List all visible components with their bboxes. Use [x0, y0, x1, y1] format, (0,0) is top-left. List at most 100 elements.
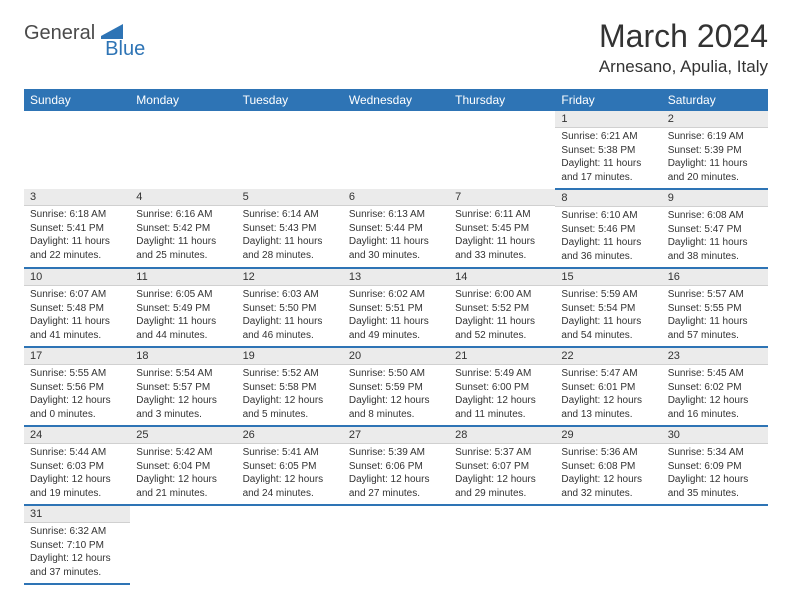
daylight-text: Daylight: 11 hours and 30 minutes. — [349, 235, 443, 262]
daylight-text: Daylight: 11 hours and 22 minutes. — [30, 235, 124, 262]
day-cell: 7Sunrise: 6:11 AMSunset: 5:45 PMDaylight… — [449, 189, 555, 268]
day-cell: 15Sunrise: 5:59 AMSunset: 5:54 PMDayligh… — [555, 268, 661, 347]
day-cell — [343, 505, 449, 584]
sunrise-text: Sunrise: 6:08 AM — [668, 209, 762, 223]
sunrise-text: Sunrise: 6:21 AM — [561, 130, 655, 144]
day-cell: 17Sunrise: 5:55 AMSunset: 5:56 PMDayligh… — [24, 347, 130, 426]
brand-part1: General — [24, 22, 95, 45]
day-number: 15 — [555, 269, 661, 285]
sunrise-text: Sunrise: 5:52 AM — [243, 367, 337, 381]
day-number: 25 — [130, 427, 236, 443]
day-content: Sunrise: 6:18 AMSunset: 5:41 PMDaylight:… — [24, 206, 130, 266]
sunrise-text: Sunrise: 5:37 AM — [455, 446, 549, 460]
daylight-text: Daylight: 12 hours and 3 minutes. — [136, 394, 230, 421]
daylight-text: Daylight: 11 hours and 25 minutes. — [136, 235, 230, 262]
sunset-text: Sunset: 5:50 PM — [243, 302, 337, 316]
sunrise-text: Sunrise: 6:02 AM — [349, 288, 443, 302]
sunrise-text: Sunrise: 6:19 AM — [668, 130, 762, 144]
sunrise-text: Sunrise: 6:03 AM — [243, 288, 337, 302]
day-content: Sunrise: 5:59 AMSunset: 5:54 PMDaylight:… — [555, 286, 661, 346]
daylight-text: Daylight: 12 hours and 0 minutes. — [30, 394, 124, 421]
daylight-text: Daylight: 11 hours and 41 minutes. — [30, 315, 124, 342]
daylight-text: Daylight: 11 hours and 36 minutes. — [561, 236, 655, 263]
day-cell: 8Sunrise: 6:10 AMSunset: 5:46 PMDaylight… — [555, 189, 661, 268]
day-content: Sunrise: 5:37 AMSunset: 6:07 PMDaylight:… — [449, 444, 555, 504]
sunset-text: Sunset: 5:49 PM — [136, 302, 230, 316]
day-content: Sunrise: 6:00 AMSunset: 5:52 PMDaylight:… — [449, 286, 555, 346]
daylight-text: Daylight: 11 hours and 44 minutes. — [136, 315, 230, 342]
day-number: 17 — [24, 348, 130, 364]
day-cell: 13Sunrise: 6:02 AMSunset: 5:51 PMDayligh… — [343, 268, 449, 347]
day-content: Sunrise: 6:08 AMSunset: 5:47 PMDaylight:… — [662, 207, 768, 267]
sunset-text: Sunset: 7:10 PM — [30, 539, 124, 553]
day-number: 3 — [24, 189, 130, 205]
day-header: Thursday — [449, 89, 555, 111]
day-content: Sunrise: 5:44 AMSunset: 6:03 PMDaylight:… — [24, 444, 130, 504]
daylight-text: Daylight: 11 hours and 49 minutes. — [349, 315, 443, 342]
sunset-text: Sunset: 5:44 PM — [349, 222, 443, 236]
sunset-text: Sunset: 6:04 PM — [136, 460, 230, 474]
daylight-text: Daylight: 12 hours and 21 minutes. — [136, 473, 230, 500]
title-block: March 2024 Arnesano, Apulia, Italy — [599, 18, 768, 77]
calendar-table: Sunday Monday Tuesday Wednesday Thursday… — [24, 89, 768, 585]
sunrise-text: Sunrise: 6:18 AM — [30, 208, 124, 222]
day-content: Sunrise: 5:54 AMSunset: 5:57 PMDaylight:… — [130, 365, 236, 425]
day-number: 26 — [237, 427, 343, 443]
day-cell — [130, 111, 236, 189]
day-cell — [343, 111, 449, 189]
day-number: 8 — [555, 190, 661, 206]
day-number: 14 — [449, 269, 555, 285]
sunset-text: Sunset: 5:56 PM — [30, 381, 124, 395]
day-number: 24 — [24, 427, 130, 443]
day-cell: 25Sunrise: 5:42 AMSunset: 6:04 PMDayligh… — [130, 426, 236, 505]
week-row: 31Sunrise: 6:32 AMSunset: 7:10 PMDayligh… — [24, 505, 768, 584]
day-header: Wednesday — [343, 89, 449, 111]
sunrise-text: Sunrise: 5:41 AM — [243, 446, 337, 460]
daylight-text: Daylight: 11 hours and 46 minutes. — [243, 315, 337, 342]
sunrise-text: Sunrise: 5:59 AM — [561, 288, 655, 302]
day-cell — [237, 505, 343, 584]
day-number: 21 — [449, 348, 555, 364]
sunset-text: Sunset: 5:59 PM — [349, 381, 443, 395]
day-cell — [662, 505, 768, 584]
day-content: Sunrise: 5:39 AMSunset: 6:06 PMDaylight:… — [343, 444, 449, 504]
day-content: Sunrise: 5:34 AMSunset: 6:09 PMDaylight:… — [662, 444, 768, 504]
daylight-text: Daylight: 11 hours and 28 minutes. — [243, 235, 337, 262]
day-content: Sunrise: 5:41 AMSunset: 6:05 PMDaylight:… — [237, 444, 343, 504]
sunrise-text: Sunrise: 6:10 AM — [561, 209, 655, 223]
day-header-row: Sunday Monday Tuesday Wednesday Thursday… — [24, 89, 768, 111]
daylight-text: Daylight: 11 hours and 54 minutes. — [561, 315, 655, 342]
sunset-text: Sunset: 5:43 PM — [243, 222, 337, 236]
sunset-text: Sunset: 5:54 PM — [561, 302, 655, 316]
day-content: Sunrise: 5:52 AMSunset: 5:58 PMDaylight:… — [237, 365, 343, 425]
daylight-text: Daylight: 12 hours and 24 minutes. — [243, 473, 337, 500]
day-content: Sunrise: 5:36 AMSunset: 6:08 PMDaylight:… — [555, 444, 661, 504]
day-number: 29 — [555, 427, 661, 443]
sunset-text: Sunset: 5:52 PM — [455, 302, 549, 316]
sunset-text: Sunset: 5:41 PM — [30, 222, 124, 236]
daylight-text: Daylight: 12 hours and 19 minutes. — [30, 473, 124, 500]
day-content: Sunrise: 6:13 AMSunset: 5:44 PMDaylight:… — [343, 206, 449, 266]
brand-logo: General Blue — [24, 18, 171, 45]
daylight-text: Daylight: 11 hours and 38 minutes. — [668, 236, 762, 263]
day-number: 7 — [449, 189, 555, 205]
daylight-text: Daylight: 12 hours and 11 minutes. — [455, 394, 549, 421]
sunset-text: Sunset: 5:58 PM — [243, 381, 337, 395]
daylight-text: Daylight: 12 hours and 37 minutes. — [30, 552, 124, 579]
day-number: 18 — [130, 348, 236, 364]
daylight-text: Daylight: 12 hours and 13 minutes. — [561, 394, 655, 421]
sunrise-text: Sunrise: 6:14 AM — [243, 208, 337, 222]
day-content: Sunrise: 6:10 AMSunset: 5:46 PMDaylight:… — [555, 207, 661, 267]
day-cell: 29Sunrise: 5:36 AMSunset: 6:08 PMDayligh… — [555, 426, 661, 505]
sunset-text: Sunset: 5:46 PM — [561, 223, 655, 237]
day-content: Sunrise: 5:47 AMSunset: 6:01 PMDaylight:… — [555, 365, 661, 425]
daylight-text: Daylight: 12 hours and 27 minutes. — [349, 473, 443, 500]
sunset-text: Sunset: 6:00 PM — [455, 381, 549, 395]
sunset-text: Sunset: 5:39 PM — [668, 144, 762, 158]
sunrise-text: Sunrise: 6:05 AM — [136, 288, 230, 302]
sunrise-text: Sunrise: 6:11 AM — [455, 208, 549, 222]
sunset-text: Sunset: 6:07 PM — [455, 460, 549, 474]
day-number: 1 — [555, 111, 661, 127]
day-number: 6 — [343, 189, 449, 205]
day-content: Sunrise: 5:45 AMSunset: 6:02 PMDaylight:… — [662, 365, 768, 425]
